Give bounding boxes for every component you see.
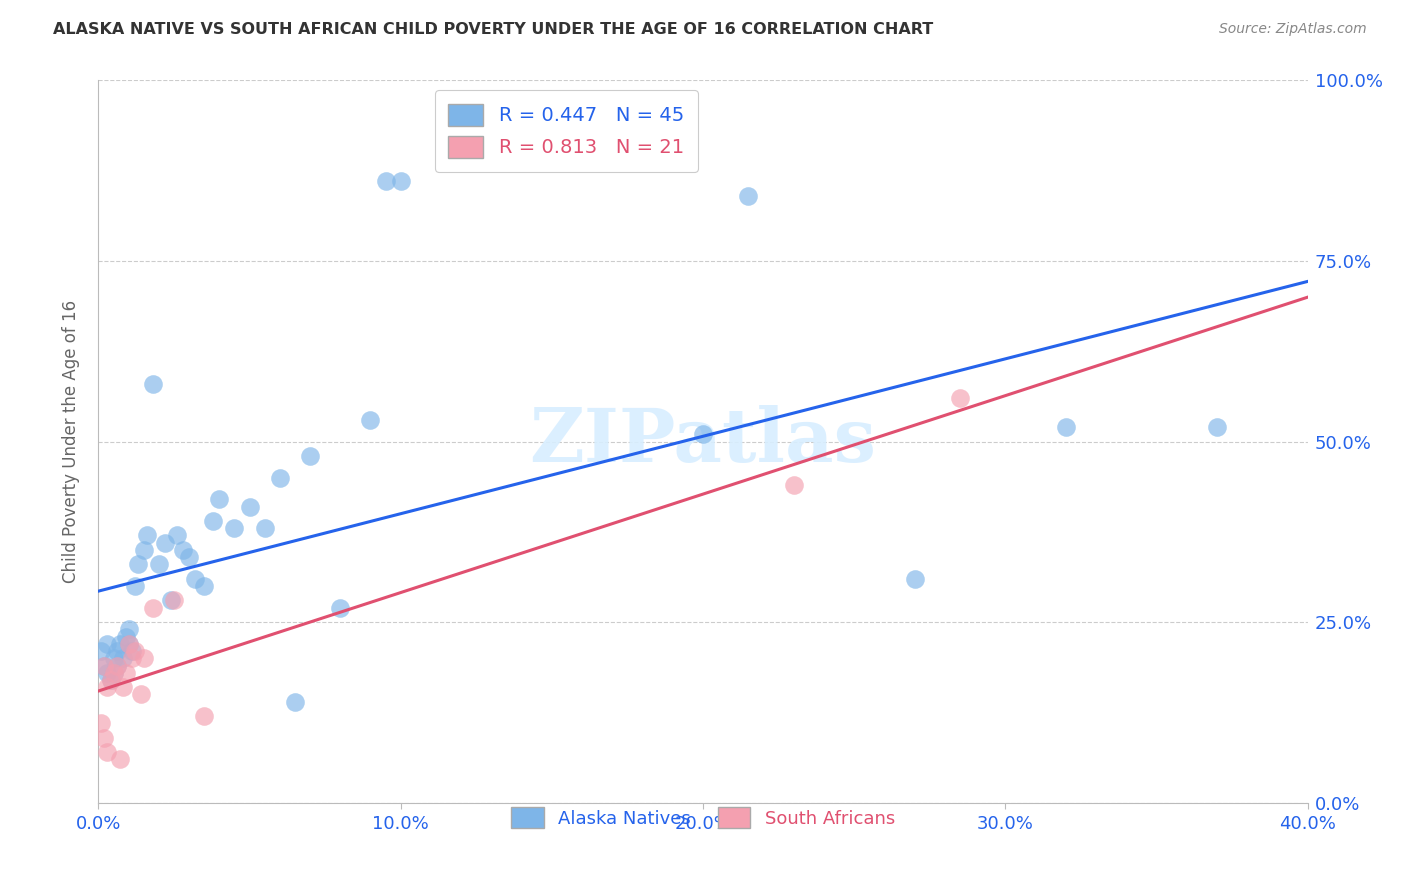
Point	[269, 470, 291, 484]
Point	[114, 665, 136, 680]
Point	[96, 680, 118, 694]
Point	[239, 500, 262, 514]
Point	[132, 651, 155, 665]
Point	[284, 695, 307, 709]
Point	[121, 651, 143, 665]
Point	[127, 558, 149, 572]
Point	[172, 542, 194, 557]
Point	[253, 521, 276, 535]
Point	[1206, 420, 1229, 434]
Point	[224, 521, 246, 535]
Point	[118, 637, 141, 651]
Point	[90, 716, 112, 731]
Point	[142, 376, 165, 391]
Point	[129, 687, 152, 701]
Point	[93, 658, 115, 673]
Point	[1054, 420, 1077, 434]
Point	[111, 680, 134, 694]
Point	[118, 637, 141, 651]
Y-axis label: Child Poverty Under the Age of 16: Child Poverty Under the Age of 16	[62, 300, 80, 583]
Text: ALASKA NATIVE VS SOUTH AFRICAN CHILD POVERTY UNDER THE AGE OF 16 CORRELATION CHA: ALASKA NATIVE VS SOUTH AFRICAN CHILD POV…	[53, 22, 934, 37]
Point	[160, 593, 183, 607]
Point	[360, 413, 382, 427]
Point	[783, 478, 806, 492]
Point	[148, 558, 170, 572]
Point	[108, 752, 131, 766]
Point	[208, 492, 231, 507]
Point	[163, 593, 186, 607]
Point	[153, 535, 176, 549]
Point	[100, 673, 122, 687]
Point	[96, 637, 118, 651]
Point	[193, 709, 215, 723]
Point	[103, 651, 125, 665]
Point	[949, 391, 972, 405]
Point	[103, 665, 125, 680]
Text: Source: ZipAtlas.com: Source: ZipAtlas.com	[1219, 22, 1367, 37]
Point	[124, 579, 146, 593]
Point	[114, 630, 136, 644]
Point	[737, 189, 759, 203]
Point	[105, 658, 128, 673]
Point	[96, 745, 118, 759]
Point	[299, 449, 322, 463]
Point	[389, 174, 412, 188]
Legend: Alaska Natives, South Africans: Alaska Natives, South Africans	[502, 798, 904, 837]
Point	[103, 665, 125, 680]
Point	[329, 600, 352, 615]
Point	[96, 665, 118, 680]
Point	[166, 528, 188, 542]
Point	[111, 651, 134, 665]
Point	[193, 579, 215, 593]
Point	[692, 427, 714, 442]
Point	[135, 528, 157, 542]
Point	[124, 644, 146, 658]
Point	[108, 637, 131, 651]
Point	[90, 644, 112, 658]
Point	[100, 673, 122, 687]
Point	[374, 174, 396, 188]
Point	[202, 514, 225, 528]
Point	[184, 572, 207, 586]
Point	[118, 623, 141, 637]
Point	[105, 658, 128, 673]
Point	[142, 600, 165, 615]
Point	[105, 644, 128, 658]
Text: ZIPatlas: ZIPatlas	[530, 405, 876, 478]
Point	[132, 542, 155, 557]
Point	[93, 731, 115, 745]
Point	[904, 572, 927, 586]
Point	[121, 644, 143, 658]
Point	[93, 658, 115, 673]
Point	[179, 550, 201, 565]
